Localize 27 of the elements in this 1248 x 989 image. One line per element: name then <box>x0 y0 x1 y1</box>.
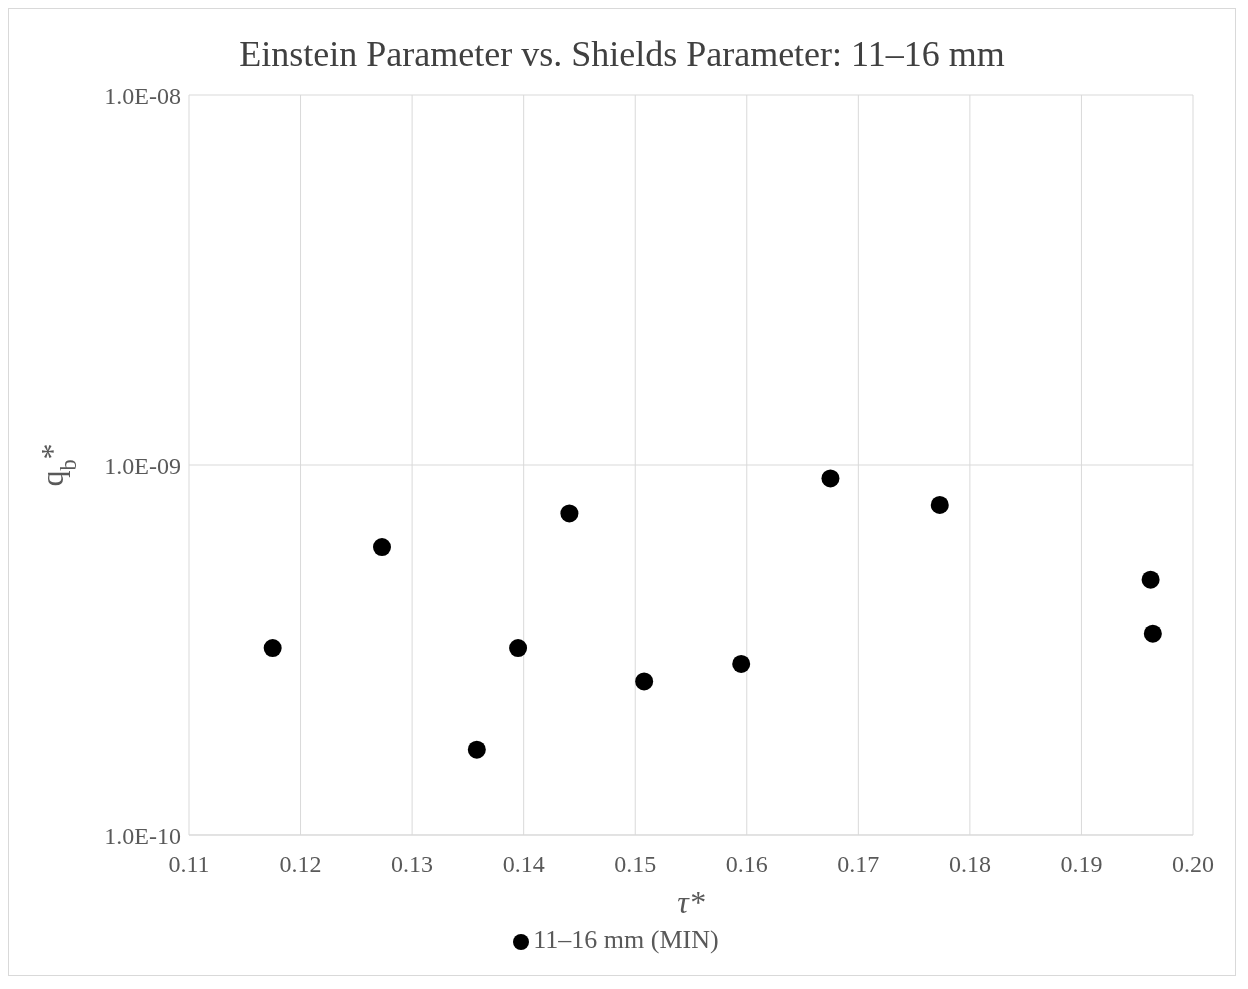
x-tick-label: 0.13 <box>391 851 434 878</box>
legend-label: 11–16 mm (MIN) <box>533 925 719 954</box>
x-tick-label: 0.15 <box>614 851 657 878</box>
chart-title: Einstein Parameter vs. Shields Parameter: 11–16 mm <box>238 33 1006 75</box>
point <box>509 639 528 658</box>
x-tick-label: 0.19 <box>1060 851 1103 878</box>
y-tick-label: 1.0E-10 <box>104 822 181 849</box>
point <box>635 672 654 691</box>
x-tick-label: 0.18 <box>948 851 991 878</box>
point <box>372 538 391 557</box>
point <box>1141 570 1160 589</box>
x-axis-title: τ* <box>677 884 705 920</box>
x-tick-label: 0.17 <box>837 851 880 878</box>
point <box>560 504 579 523</box>
point <box>263 639 282 658</box>
point <box>732 654 751 673</box>
x-tick-label: 0.11 <box>168 851 210 878</box>
point <box>467 740 486 759</box>
x-tick-label: 0.20 <box>1172 851 1214 878</box>
y-tick-label: 1.0E-09 <box>104 452 181 479</box>
point <box>821 469 840 488</box>
y-tick-label: 1.0E-08 <box>104 82 181 109</box>
point <box>1143 624 1162 643</box>
point <box>930 495 949 514</box>
x-tick-label: 0.12 <box>279 851 322 878</box>
x-tick-label: 0.16 <box>725 851 768 878</box>
x-tick-label: 0.14 <box>502 851 545 878</box>
